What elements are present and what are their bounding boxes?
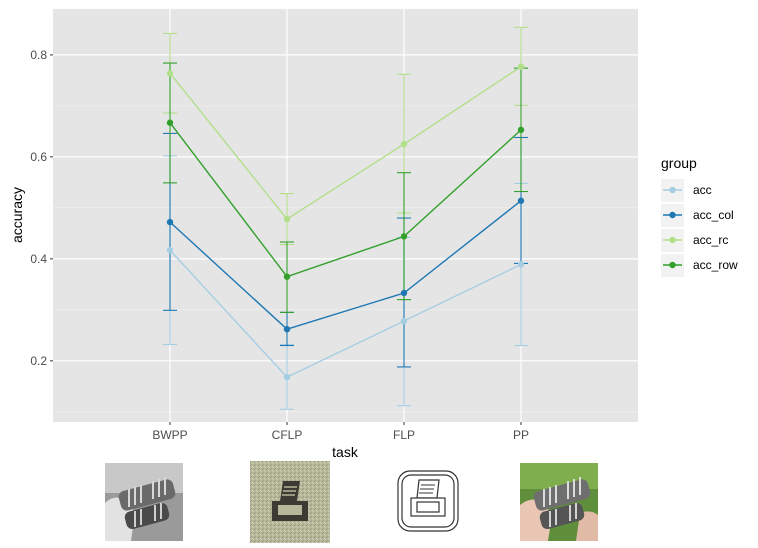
series-line-acc_rc (169, 66, 522, 220)
legend-key-acc_row (661, 254, 684, 277)
data-point (400, 140, 408, 148)
data-point (400, 289, 408, 297)
x-axis-title: task (332, 444, 359, 460)
thumbnail-bwpp (105, 463, 183, 541)
legend-label: acc_col (693, 208, 734, 222)
thumbnail-flp (397, 470, 459, 532)
y-tick-label: 0.6 (30, 150, 47, 164)
series-points (166, 63, 525, 381)
legend: acc acc_col acc_rc acc_row (661, 179, 738, 277)
thumbnail-cflp (250, 461, 330, 543)
data-point (517, 63, 525, 70)
x-tick-label: BWPP (152, 428, 187, 442)
legend-key-point (669, 211, 676, 219)
series-lines (169, 66, 522, 378)
legend-key-acc_rc (661, 229, 684, 252)
data-point (166, 119, 174, 126)
legend-label: acc (693, 183, 712, 197)
legend-key-point (669, 186, 676, 194)
x-tick-label: PP (513, 428, 529, 442)
series-line-acc_col (169, 200, 522, 330)
noisy-printer-icon (250, 461, 330, 543)
data-point (517, 126, 525, 134)
legend-key-acc (661, 179, 684, 202)
data-point (517, 261, 525, 268)
y-axis-title: accuracy (9, 187, 25, 243)
data-point (400, 317, 408, 325)
y-axis: 0.2 0.4 0.6 0.8 (30, 48, 53, 368)
thumbnail-pp (520, 463, 598, 541)
data-point (517, 197, 525, 204)
series-line-acc (169, 249, 522, 378)
y-tick-label: 0.4 (30, 252, 47, 266)
x-axis: BWPP CFLP FLP PP (152, 422, 529, 442)
color-photo-hand-holding-component-icon (520, 463, 598, 541)
printer-outline-icon (397, 470, 459, 532)
data-point (283, 373, 291, 381)
legend-label: acc_rc (693, 233, 728, 247)
x-tick-label: FLP (393, 428, 415, 442)
x-tick-label: CFLP (272, 428, 303, 442)
legend-key-point (669, 236, 676, 244)
y-tick-label: 0.8 (30, 48, 47, 62)
legend-label: acc_row (693, 258, 738, 272)
plot-panel (53, 9, 638, 422)
legend-key-point (669, 261, 676, 269)
data-point (166, 218, 174, 226)
data-point (283, 326, 291, 333)
data-point (166, 70, 174, 77)
data-point (400, 233, 408, 240)
data-point (283, 215, 291, 223)
y-tick-label: 0.2 (30, 354, 47, 368)
data-point (283, 273, 291, 280)
data-point (166, 246, 174, 254)
legend-key-acc_col (661, 204, 684, 227)
series-line-acc_row (169, 122, 522, 278)
grayscale-photo-hand-holding-component-icon (105, 463, 183, 541)
legend-title: group (661, 155, 697, 171)
